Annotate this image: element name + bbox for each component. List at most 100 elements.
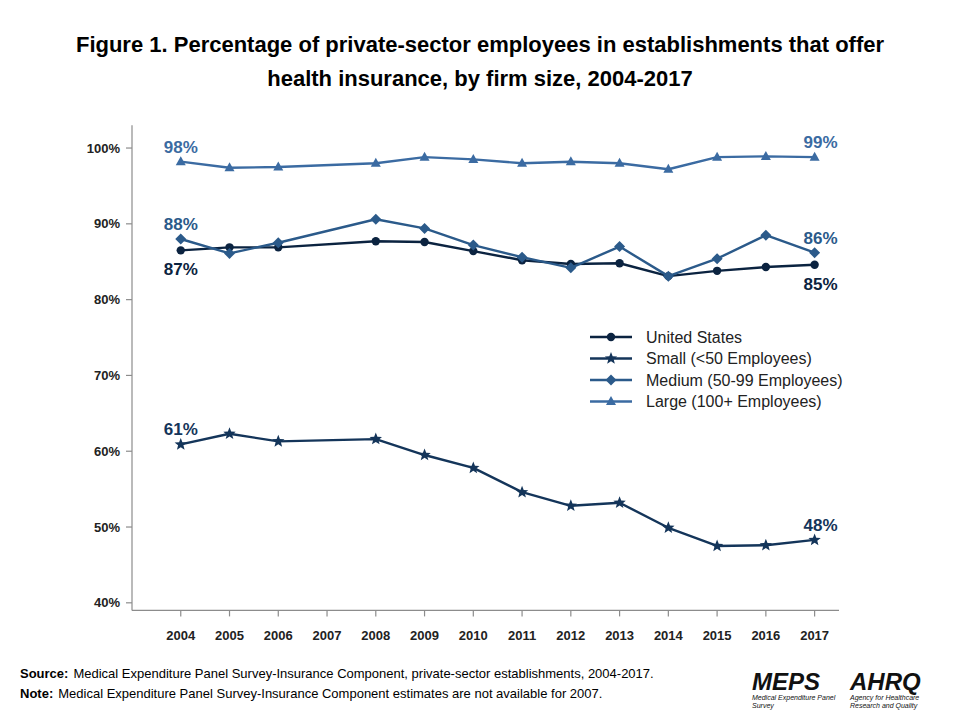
point: [223, 427, 235, 439]
point: [615, 259, 623, 267]
point: [177, 246, 185, 254]
point: [808, 533, 820, 545]
data-label: 61%: [164, 420, 198, 439]
footnote-label: Note:: [20, 686, 53, 701]
title: Figure 1. Percentage of private-sector e…: [76, 32, 885, 91]
x-tick-label: 2017: [800, 628, 829, 643]
series-line: [181, 219, 815, 276]
data-label: 85%: [804, 275, 838, 294]
legend-marker: [605, 352, 617, 364]
point: [272, 435, 284, 447]
chart: Figure 1. Percentage of private-sector e…: [0, 0, 960, 720]
point: [516, 486, 528, 498]
footnote-text: Medical Expenditure Panel Survey-Insuran…: [58, 686, 602, 701]
y-tick: [126, 223, 132, 224]
x-tick-label: 2005: [215, 628, 244, 643]
point: [419, 223, 430, 234]
legend-marker: [607, 333, 615, 341]
point: [663, 164, 673, 173]
point: [760, 230, 771, 241]
point: [614, 241, 625, 252]
data-label: 99%: [804, 133, 838, 152]
point: [566, 156, 576, 165]
title-line: health insurance, by firm size, 2004-201…: [267, 66, 693, 91]
legend-label: Small (<50 Employees): [646, 350, 812, 367]
point: [712, 152, 722, 161]
y-tick: [126, 602, 132, 603]
point: [760, 539, 772, 551]
point: [711, 539, 723, 551]
point: [176, 156, 186, 165]
data-labels: 87% 85% 61% 48% 88% 86% 98% 99%: [164, 133, 838, 535]
x-tick: [229, 610, 230, 616]
data-label: 88%: [164, 215, 198, 234]
data-label: 86%: [804, 229, 838, 248]
x-tick-label: 2014: [654, 628, 684, 643]
plot-area: [175, 151, 821, 551]
x-tick: [619, 610, 620, 616]
point: [517, 252, 528, 263]
legend-marker: [606, 396, 616, 405]
x-tick-label: 2012: [556, 628, 585, 643]
point: [810, 152, 820, 161]
point: [225, 162, 235, 171]
point: [418, 449, 430, 461]
legend: United StatesSmall (<50 Employees)Medium…: [590, 329, 843, 411]
y-tick-label: 60%: [94, 444, 120, 459]
x-tick-label: 2007: [313, 628, 342, 643]
point: [613, 496, 625, 508]
y-tick: [126, 451, 132, 452]
legend-marker: [606, 375, 617, 386]
point: [615, 158, 625, 167]
logo-caption-line: Medical Expenditure Panel: [752, 694, 836, 702]
x-tick: [570, 610, 571, 616]
y-tick: [126, 299, 132, 300]
x-tick-label: 2015: [703, 628, 732, 643]
point: [420, 238, 428, 246]
legend-label: United States: [646, 329, 742, 346]
point: [762, 263, 770, 271]
footnote: Source:Medical Expenditure Panel Survey-…: [20, 666, 654, 681]
x-tick-label: 2010: [459, 628, 488, 643]
logo-caption: Medical Expenditure PanelSurvey: [752, 694, 836, 710]
point: [713, 267, 721, 275]
footnote: Note: Medical Expenditure Panel Survey-In…: [20, 686, 602, 701]
y-tick-label: 40%: [94, 595, 120, 610]
point: [809, 247, 820, 258]
point: [371, 158, 381, 167]
footnote-text: Medical Expenditure Panel Survey-Insuran…: [73, 666, 653, 681]
x-tick-label: 2011: [508, 628, 536, 643]
point: [468, 240, 479, 251]
x-tick: [521, 610, 522, 616]
point: [372, 237, 380, 245]
y-tick-label: 100%: [87, 141, 121, 156]
point: [565, 262, 576, 273]
logo-caption-line: Agency for Healthcare: [849, 694, 919, 702]
point: [810, 261, 818, 269]
y-tick: [126, 375, 132, 376]
x-tick-label: 2006: [264, 628, 293, 643]
title-line: Figure 1. Percentage of private-sector e…: [76, 32, 885, 57]
x-tick: [375, 610, 376, 616]
point: [517, 158, 527, 167]
x-tick: [717, 610, 718, 616]
x-axis-line: [132, 610, 839, 611]
point: [370, 433, 382, 445]
data-label: 87%: [164, 260, 198, 279]
point: [712, 253, 723, 264]
logo-text: MEPS: [752, 668, 820, 695]
x-tick: [326, 610, 327, 616]
x-tick-label: 2004: [166, 628, 196, 643]
point: [224, 248, 235, 259]
point: [420, 152, 430, 161]
legend-label: Large (100+ Employees): [646, 393, 822, 410]
data-label: 48%: [804, 516, 838, 535]
logo-caption-line: Research and Quality: [850, 702, 918, 710]
x-tick: [424, 610, 425, 616]
y-tick-label: 80%: [94, 292, 120, 307]
x-tick: [668, 610, 669, 616]
x-tick: [814, 610, 815, 616]
data-label: 98%: [164, 138, 198, 157]
x-tick-label: 2013: [605, 628, 634, 643]
x-tick-label: 2016: [751, 628, 780, 643]
